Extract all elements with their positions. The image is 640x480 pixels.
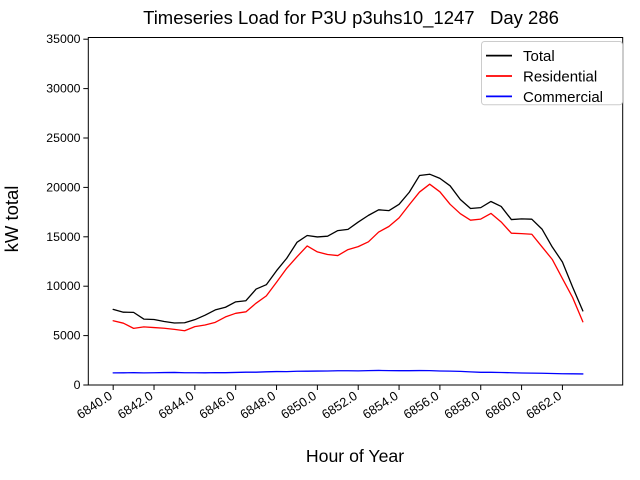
svg-text:Residential: Residential <box>523 69 597 86</box>
svg-text:Commercial: Commercial <box>523 89 603 106</box>
svg-text:15000: 15000 <box>46 230 80 244</box>
svg-text:5000: 5000 <box>53 329 81 343</box>
svg-text:30000: 30000 <box>46 82 80 96</box>
svg-text:kW total: kW total <box>1 186 22 253</box>
svg-text:Total: Total <box>523 48 555 65</box>
svg-text:20000: 20000 <box>46 180 80 194</box>
svg-text:Hour of Year: Hour of Year <box>306 446 404 466</box>
svg-text:10000: 10000 <box>46 279 80 293</box>
svg-text:35000: 35000 <box>46 32 80 46</box>
svg-text:25000: 25000 <box>46 131 80 145</box>
svg-text:0: 0 <box>74 378 81 392</box>
svg-text:Timeseries Load for P3U p3uhs1: Timeseries Load for P3U p3uhs10_1247 Day… <box>143 7 559 29</box>
